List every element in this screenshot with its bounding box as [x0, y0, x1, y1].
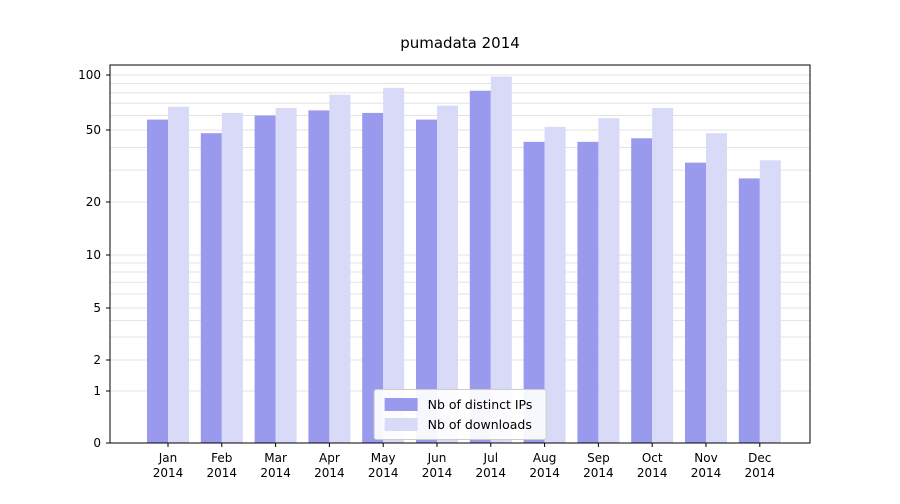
y-tick-label: 10: [86, 248, 101, 262]
x-tick-label-year: 2014: [153, 466, 184, 480]
x-tick-label-year: 2014: [745, 466, 776, 480]
bar-distinct-ips: [685, 162, 706, 443]
x-tick-label-month: Jan: [158, 451, 178, 465]
bar-downloads: [383, 87, 405, 443]
x-tick-label-year: 2014: [260, 466, 291, 480]
y-tick-label: 0: [93, 436, 101, 450]
bar-distinct-ips: [308, 110, 330, 443]
bar-distinct-ips: [738, 178, 760, 444]
bar-distinct-ips: [469, 90, 491, 443]
bar-downloads: [275, 107, 297, 444]
bar-distinct-ips: [631, 138, 653, 443]
bar-distinct-ips: [147, 119, 168, 443]
bar-downloads: [759, 160, 781, 444]
x-tick-label-month: May: [371, 451, 396, 465]
legend-item-downloads: Nb of downloads: [384, 417, 533, 432]
chart-title: pumadata 2014: [400, 34, 520, 52]
bar-downloads: [168, 106, 189, 443]
y-tick-label: 100: [78, 68, 101, 82]
bar-distinct-ips: [416, 119, 437, 443]
x-tick-label-month: Mar: [264, 451, 287, 465]
bar-distinct-ips: [254, 115, 276, 443]
legend-label-distinct-ips: Nb of distinct IPs: [427, 397, 533, 412]
x-tick-label-month: Oct: [642, 451, 663, 465]
bar-downloads: [437, 105, 458, 444]
bar-downloads: [706, 133, 727, 443]
bar-downloads: [221, 112, 243, 444]
legend: Nb of distinct IPs Nb of downloads: [373, 389, 547, 440]
x-tick-label-year: 2014: [637, 466, 668, 480]
y-tick-label: 2: [93, 353, 101, 367]
axes-frame: [109, 64, 811, 444]
x-tick-label-month: Jun: [427, 451, 447, 465]
x-tick-label-year: 2014: [422, 466, 453, 480]
legend-label-downloads: Nb of downloads: [427, 417, 532, 432]
y-tick-label: 50: [86, 123, 101, 137]
x-tick-label-month: Feb: [211, 451, 232, 465]
bar-downloads: [544, 126, 566, 443]
x-tick-label-month: Sep: [587, 451, 610, 465]
y-tick-label: 20: [86, 195, 101, 209]
x-tick-label-month: Dec: [748, 451, 771, 465]
legend-swatch-downloads: [384, 418, 418, 431]
bar-distinct-ips: [523, 141, 545, 443]
x-tick-label-year: 2014: [691, 466, 722, 480]
bar-downloads: [598, 118, 620, 443]
bar-distinct-ips: [577, 141, 599, 443]
y-tick-label: 5: [93, 301, 101, 315]
x-tick-label-year: 2014: [529, 466, 560, 480]
bar-downloads: [652, 107, 674, 444]
bar-downloads: [329, 94, 351, 443]
y-tick-label: 1: [93, 384, 101, 398]
x-tick-label-year: 2014: [583, 466, 614, 480]
x-tick-label-year: 2014: [476, 466, 507, 480]
bar-distinct-ips: [362, 112, 384, 444]
bar-downloads: [490, 76, 512, 443]
x-tick-label-year: 2014: [368, 466, 399, 480]
x-tick-label-month: Apr: [319, 451, 340, 465]
bar-distinct-ips: [200, 133, 222, 443]
legend-item-distinct-ips: Nb of distinct IPs: [384, 397, 533, 412]
x-tick-label-year: 2014: [207, 466, 238, 480]
legend-swatch-distinct-ips: [384, 398, 418, 411]
x-tick-label-month: Aug: [533, 451, 556, 465]
x-tick-label-month: Jul: [483, 451, 498, 465]
x-tick-label-year: 2014: [314, 466, 345, 480]
x-tick-label-month: Nov: [694, 451, 717, 465]
